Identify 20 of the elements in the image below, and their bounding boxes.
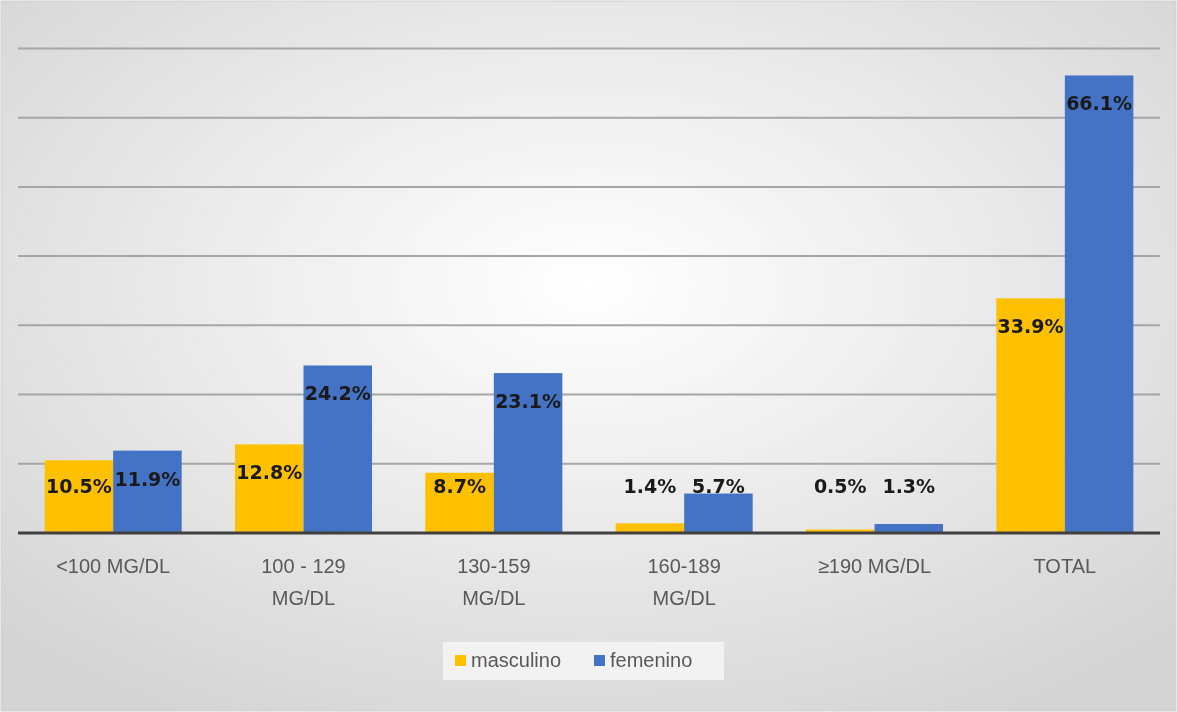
data-label: 8.7% [433,475,486,497]
x-tick-label: 130-159 MG/DL [457,555,531,609]
data-label: 1.3% [882,475,936,497]
x-tick-label: TOTAL [1033,555,1097,577]
x-tick-label: <100 MG/DL [56,555,171,577]
x-tick-label: 100 - 129 MG/DL [261,555,346,609]
legend-label: femenino [610,649,693,671]
data-label: 0.5% [813,475,867,497]
data-label: 1.4% [623,475,677,497]
data-label: 33.9% [997,315,1064,338]
data-label: 12.8% [236,461,303,484]
data-label: 10.5% [45,475,112,497]
data-label: 24.2% [304,382,371,405]
x-tick-label: 160-189 MG/DL [647,555,721,609]
legend-label: masculino [471,649,562,671]
data-label: 23.1% [495,390,562,413]
data-label: 66.1% [1066,92,1133,115]
x-tick-label: ≥190 MG/DL [817,555,932,577]
data-label: 5.7% [692,475,745,497]
data-label: 11.9% [114,467,181,490]
